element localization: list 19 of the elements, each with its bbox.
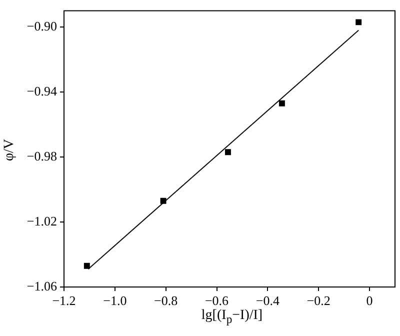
x-tick-label: −0.6 (204, 293, 230, 308)
y-tick-label: −0.90 (26, 18, 57, 34)
point (160, 198, 166, 204)
point (356, 19, 362, 26)
x-tick-label: 0 (366, 293, 373, 308)
y-tick-label: −1.06 (26, 278, 58, 294)
x-tick-label: −1.2 (52, 293, 76, 308)
y-tick-label: −0.98 (26, 148, 57, 164)
x-tick-label: −0.4 (256, 293, 280, 308)
x-tick-label: −0.2 (306, 293, 330, 308)
x-axis-title: lg[(I$_{p}$−I)/I] (200, 308, 264, 326)
point (278, 100, 285, 106)
y-tick-label: −1.02 (26, 213, 57, 228)
x-tick-label: −0.8 (154, 293, 178, 308)
x-tick-label: −1.0 (103, 293, 127, 308)
y-tick-label: −0.94 (26, 83, 58, 98)
y-axis-title: φ/V (2, 138, 18, 162)
point (84, 262, 90, 269)
point (225, 149, 231, 156)
